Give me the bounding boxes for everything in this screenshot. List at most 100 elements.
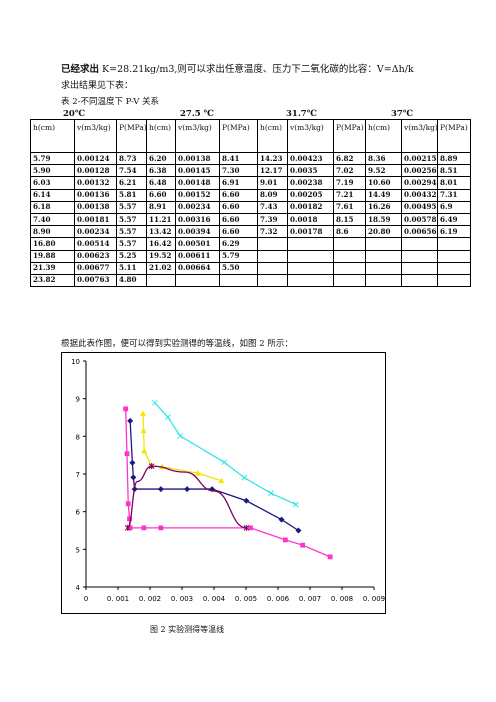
table-cell: 6.82 (333, 151, 366, 166)
table-cell: 0.00148 (175, 176, 220, 190)
x-tick-label: 0. 003 (171, 595, 193, 603)
table-cell: 7.43 (257, 200, 288, 214)
table-cell: 7.19 (333, 176, 366, 190)
x-tick-label: 0. 005 (235, 595, 257, 603)
table-cell: 0.00514 (74, 237, 117, 251)
table-cell (401, 261, 438, 275)
table-cell: 9.01 (257, 176, 288, 190)
table-cell: 5.79 (30, 151, 75, 166)
table-cell: 5.81 (116, 188, 147, 202)
y-tick-label: 5 (76, 546, 80, 554)
table-cell: 0.00656 (401, 225, 438, 239)
table-header-cell: P(MPa) (219, 119, 258, 153)
table-cell: 5.79 (219, 249, 258, 263)
table-cell: 5.90 (30, 164, 75, 178)
table-row: 5.79 0.00124 8.73 6.20 0.00138 8.41 14.23 0.004… (30, 151, 471, 166)
x-tick-label: 0. 002 (139, 595, 161, 603)
table-cell: 0.00234 (175, 200, 220, 214)
table-cell: 23.82 (30, 273, 75, 288)
table-cell: 5.57 (116, 200, 147, 214)
table-cell: 0.00623 (74, 249, 117, 263)
table-cell: 7.31 (437, 188, 471, 202)
table-cell: 5.57 (116, 212, 147, 227)
table-cell (365, 273, 402, 288)
table-cell: 7.02 (333, 164, 366, 178)
table-cell: 16.42 (146, 237, 176, 251)
table-cell: 14.49 (365, 188, 402, 202)
table-cell: 7.39 (257, 212, 288, 227)
chart-frame: 4 5 6 7 8 9 10 0 0. 001 0. 002 0. 003 0. 004 0. 005 0… (61, 352, 386, 614)
table-cell: 7.30 (219, 164, 258, 178)
table-row: 23.82 0.00763 4.80 (30, 273, 471, 288)
data-point (127, 417, 134, 424)
table-cell: 6.21 (116, 176, 147, 190)
x-tick-label: 0. 001 (107, 595, 129, 603)
table-cell: 5.25 (116, 249, 147, 263)
table-cell: 8.73 (116, 151, 147, 166)
temp-label-2: 27.5 ℃ (180, 109, 214, 119)
table-cell: 10.60 (365, 176, 402, 190)
table-cell (333, 273, 366, 288)
table-cell: 21.02 (146, 261, 176, 275)
data-point (177, 433, 183, 439)
data-point (129, 459, 136, 466)
temp-label-4: 37℃ (391, 109, 414, 119)
data-point (130, 474, 137, 481)
table-cell: 0.00238 (287, 176, 334, 190)
table-cell: 6.19 (437, 225, 471, 239)
table-cell: 5.57 (116, 237, 147, 251)
series-line (129, 420, 299, 532)
table-cell (257, 237, 288, 251)
table-cell: 0.00132 (74, 176, 117, 190)
table-cell: 0.00138 (175, 151, 220, 166)
table-header-cell: P(MPa) (333, 119, 366, 153)
table-cell: 6.03 (30, 176, 75, 190)
intro-line-2: 求出结果见下表： (61, 81, 134, 91)
table-cell: 0.00763 (74, 273, 117, 288)
table-cell: 0.0018 (287, 212, 334, 227)
table-header-cell: h(cm) (146, 119, 176, 153)
table-cell: 0.00205 (287, 188, 334, 202)
x-tick-label: 0 (84, 595, 88, 603)
table-cell: 19.52 (146, 249, 176, 263)
table-cell: 0.00432 (401, 188, 438, 202)
temp-label-1: 20℃ (63, 109, 86, 119)
table-cell: 6.14 (30, 188, 75, 202)
chart-intro-text: 根据此表作图，便可以得到实验测得的等温线，如图 2 所示： (61, 339, 293, 349)
table-cell (257, 249, 288, 263)
table-cell: 0.00138 (74, 200, 117, 214)
series-line (126, 465, 247, 529)
table-cell: 6.29 (219, 237, 258, 251)
table-cell (257, 261, 288, 275)
table-row: 19.88 0.00623 5.25 19.52 0.00611 5.79 (30, 249, 471, 263)
table-cell: 20.80 (365, 225, 402, 239)
table-cell: 6.60 (219, 225, 258, 239)
y-tick-label: 9 (76, 396, 80, 404)
table-cell (175, 273, 220, 288)
table-cell (257, 273, 288, 288)
data-point (141, 525, 147, 531)
table-cell: 0.00664 (175, 261, 220, 275)
table-cell: 6.20 (146, 151, 176, 166)
y-tick-label: 8 (76, 433, 80, 441)
table-cell: 19.88 (30, 249, 75, 263)
table-cell: 8.41 (219, 151, 258, 166)
data-point (127, 516, 132, 522)
table-cell: 0.00423 (287, 151, 334, 166)
y-tick-label: 7 (76, 471, 80, 479)
data-point (268, 490, 274, 497)
table-cell: 7.32 (257, 225, 288, 239)
data-point (157, 486, 164, 493)
table-cell: 0.00234 (74, 225, 117, 239)
table-cell (365, 237, 402, 251)
table-cell: 7.21 (333, 188, 366, 202)
data-point (300, 542, 306, 548)
table-header-cell: h(cm) (365, 119, 402, 153)
intro-line-1: 已经求出 K=28.21kg/m3,则可以求出任意温度、压力下二氧化碳的比容：V… (61, 61, 414, 75)
table-cell: 0.00316 (175, 212, 220, 227)
x-tick-label: 0. 004 (203, 595, 226, 603)
table-cell: 8.01 (437, 176, 471, 190)
table-header-cell: v(m3/kg) (401, 119, 438, 153)
table-cell (401, 249, 438, 263)
y-tick-label: 6 (76, 509, 81, 517)
